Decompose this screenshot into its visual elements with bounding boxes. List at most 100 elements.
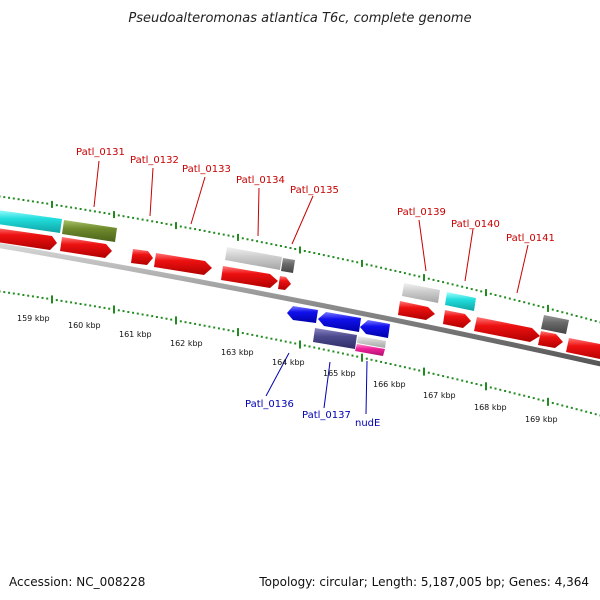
gene-feature-olive[interactable] [62,220,117,242]
gene-feature-red[interactable] [538,331,563,348]
scale-dot [55,299,58,302]
scale-dot [256,240,259,243]
scale-dot [84,208,87,211]
scale-dot [0,195,1,198]
gene-label[interactable]: Patl_0134 [236,175,285,186]
scale-dot [22,199,25,201]
scale-dot [12,292,15,295]
gene-feature-red[interactable] [131,249,153,265]
gene-label[interactable]: Patl_0131 [76,147,125,158]
scale-dot [403,272,406,275]
gene-label-group[interactable]: Patl_0135 [290,185,339,245]
scale-dot [432,278,435,281]
gene-label[interactable]: Patl_0137 [302,410,351,421]
gene-label-group[interactable]: Patl_0131 [76,147,125,208]
gene-feature-red[interactable] [0,227,57,250]
scale-dot [36,201,39,204]
scale-dot [580,409,583,412]
gene-feature-darkgray[interactable] [281,258,295,273]
scale-dot [523,301,526,304]
scale-dot [89,304,92,307]
gene-feature-red[interactable] [154,253,212,275]
scale-dot [222,328,225,331]
scale-dot [108,307,111,310]
scale-dot [194,322,197,325]
gene-feature-red[interactable] [278,276,291,290]
scale-dot [518,393,521,396]
scale-dot [0,290,1,293]
scale-dot [260,335,263,338]
gene-feature-blue[interactable] [318,312,361,332]
gene-feature-lightgray[interactable] [225,247,282,270]
gene-feature-purple[interactable] [313,328,357,349]
gene-feature-blue[interactable] [287,306,318,323]
kbp-tick-label: 162 kbp [170,339,203,348]
scale-dot [227,234,230,237]
gene-label-group[interactable]: Patl_0136 [245,352,294,410]
gene-feature-red[interactable] [566,338,600,361]
gene-label-group[interactable]: Patl_0140 [451,219,500,282]
gene-feature-lightgray[interactable] [402,283,440,303]
gene-feature-red[interactable] [474,317,540,342]
gene-label[interactable]: Patl_0135 [290,185,339,196]
scale-dot [322,348,325,351]
gene-label-group[interactable]: nudE [355,360,380,429]
map-title: Pseudoalteromonas atlantica T6c, complet… [128,11,471,26]
scale-dot [198,229,201,231]
gene-label[interactable]: Patl_0132 [130,155,179,166]
scale-dot [303,344,306,347]
scale-dot [294,248,297,250]
gene-feature-pink[interactable] [355,344,385,356]
gene-feature-lightgray[interactable] [357,336,386,348]
scale-dot [594,413,597,416]
gene-label[interactable]: Patl_0136 [245,399,294,410]
scale-dot [494,294,497,296]
scale-dot [427,371,430,374]
accession-text: Accession: NC_008228 [9,575,145,589]
scale-dot [213,231,216,234]
gene-feature-darkgray[interactable] [541,315,569,334]
scale-dot [570,406,573,409]
scale-dot [370,358,373,361]
gene-label-group[interactable]: Patl_0139 [397,207,446,272]
gene-label[interactable]: nudE [355,418,380,429]
scale-dot [41,296,44,299]
scale-dot [313,346,316,349]
gene-feature-red[interactable] [221,266,278,288]
scale-dot [284,340,287,343]
gene-feature-cyan[interactable] [0,209,62,233]
gene-feature-red[interactable] [398,301,435,320]
gene-label-group[interactable]: Patl_0137 [302,361,351,421]
scale-dot [70,206,73,209]
scale-tick [299,246,301,254]
scale-tick [485,289,487,297]
gene-label[interactable]: Patl_0140 [451,219,500,230]
kbp-tick-label: 161 kbp [119,330,152,339]
gene-label[interactable]: Patl_0133 [182,164,231,175]
gene-label-group[interactable]: Patl_0134 [236,175,285,237]
scale-dot [265,242,268,245]
gene-feature-cyan[interactable] [445,292,476,311]
scale-dot [17,293,20,296]
scale-dot [241,237,244,240]
gene-feature-blue[interactable] [360,320,390,338]
scale-dot [284,246,287,248]
scale-dot [489,292,492,295]
scale-dot [74,207,77,210]
scale-dot [585,410,588,413]
gene-feature-red[interactable] [443,310,471,328]
scale-dot [60,204,63,207]
gene-label-group[interactable]: Patl_0133 [182,164,231,225]
scale-dot [513,392,516,395]
scale-dot [232,235,235,238]
gene-feature-red[interactable] [60,237,112,258]
gene-label-group[interactable]: Patl_0141 [506,233,555,294]
scale-dot [184,321,187,324]
scale-dot [41,201,44,204]
scale-dot [337,257,340,260]
gene-label-group[interactable]: Patl_0132 [130,155,179,217]
gene-label[interactable]: Patl_0139 [397,207,446,218]
scale-dot [155,316,158,318]
kbp-scale-ring [0,290,600,417]
gene-label[interactable]: Patl_0141 [506,233,555,244]
